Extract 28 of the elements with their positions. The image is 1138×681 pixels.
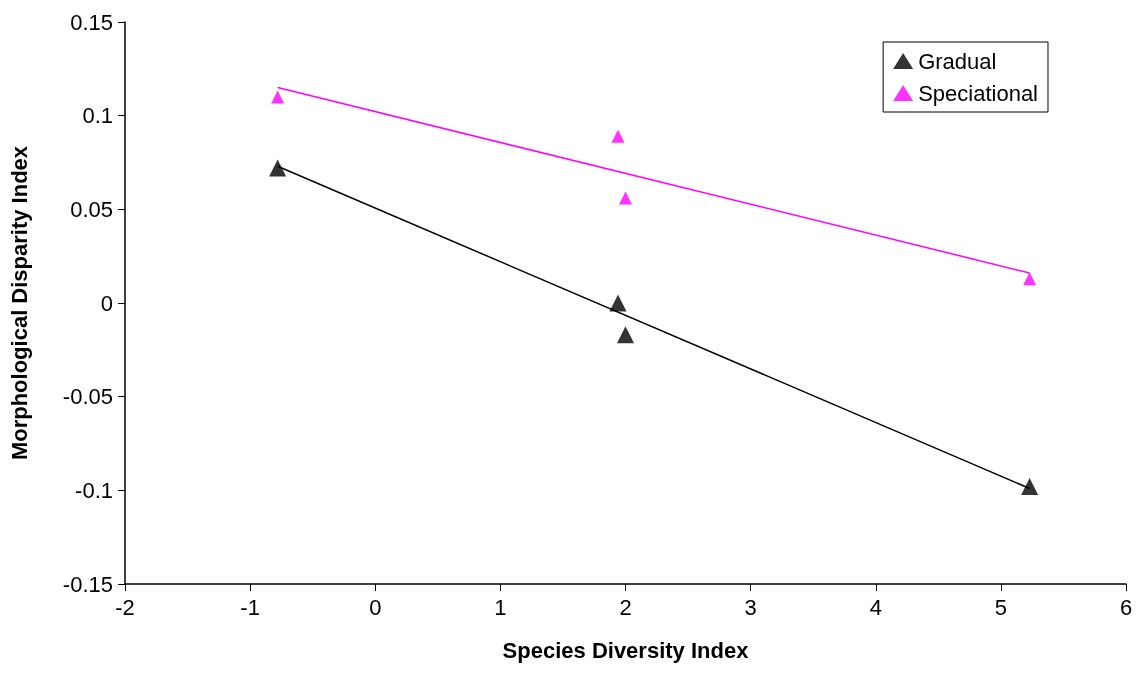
x-tick-label: 5 [994, 594, 1007, 620]
x-tick-label: -1 [240, 594, 260, 620]
point [271, 90, 285, 104]
x-axis-title: Species Diversity Index [502, 637, 750, 663]
y-tick-label: -0.15 [62, 571, 113, 597]
x-tick-label: 1 [494, 594, 507, 620]
y-tick-label: 0.05 [70, 196, 113, 222]
legend-label: Gradual [918, 48, 997, 74]
x-tick-label: -2 [115, 594, 135, 620]
point [1021, 478, 1039, 496]
x-tick-label: 0 [369, 594, 382, 620]
x-tick-label: 4 [869, 594, 882, 620]
x-tick-label: 2 [619, 594, 632, 620]
legend-label: Speciational [918, 80, 1039, 106]
point [619, 191, 632, 205]
y-axis-title: Morphological Disparity Index [6, 145, 32, 461]
y-tick-label: -0.1 [75, 477, 113, 503]
point [617, 326, 634, 344]
y-tick-label: -0.05 [62, 384, 113, 410]
point [269, 159, 287, 177]
x-tick-label: 6 [1119, 594, 1133, 620]
y-tick-label: 0.1 [82, 103, 113, 129]
point [609, 294, 627, 312]
x-tick-label: 3 [744, 594, 757, 620]
y-tick-label: 0 [100, 290, 113, 316]
y-tick-label: 0.15 [70, 9, 113, 35]
point [611, 129, 625, 143]
point [1023, 272, 1037, 286]
